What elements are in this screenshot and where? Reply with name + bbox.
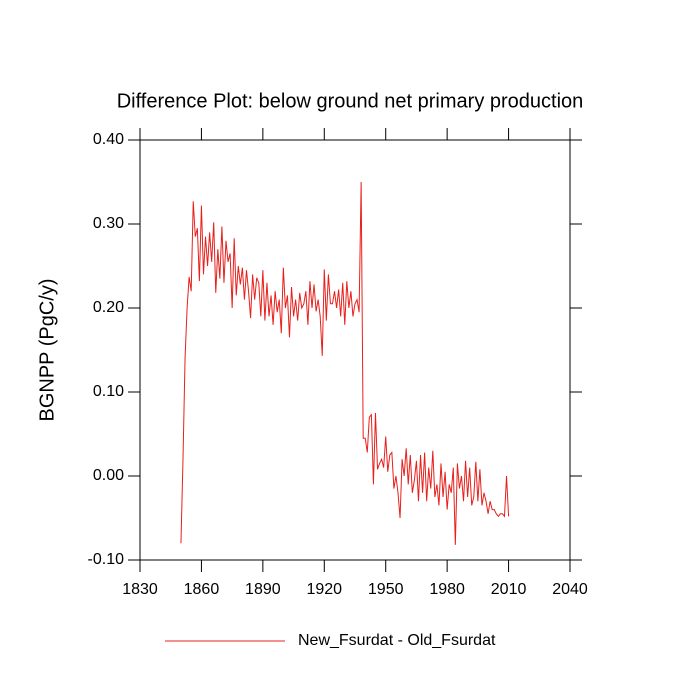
y-tick-label: 0.40 [93, 131, 124, 148]
y-tick-label: 0.00 [93, 467, 124, 484]
plot-frame [139, 139, 571, 561]
x-tick-label: 1860 [184, 581, 220, 598]
x-tick-label: 1980 [429, 581, 465, 598]
x-tick-label: 1950 [368, 581, 404, 598]
x-tick-label: 1830 [122, 581, 158, 598]
y-tick-label: 0.30 [93, 215, 124, 232]
y-axis-label: BGNPP (PgC/y) [36, 279, 58, 422]
y-tick-label: 0.10 [93, 383, 124, 400]
x-tick-label: 1920 [306, 581, 342, 598]
x-tick-label: 2040 [552, 581, 588, 598]
x-tick-label: 1890 [245, 581, 281, 598]
chart-title: Difference Plot: below ground net primar… [117, 90, 584, 112]
y-tick-label: 0.20 [93, 299, 124, 316]
x-tick-label: 2010 [491, 581, 527, 598]
y-tick-label: -0.10 [88, 551, 125, 568]
data-line [180, 181, 510, 545]
legend-label: New_Fsurdat - Old_Fsurdat [298, 632, 496, 649]
